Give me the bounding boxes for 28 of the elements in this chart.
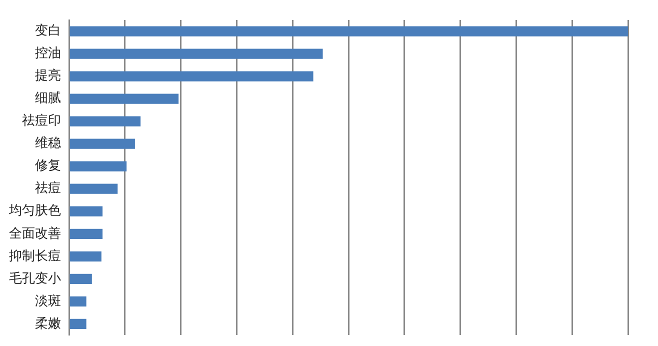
y-tick-label: 抑制长痘: [9, 248, 61, 264]
y-tick-label: 修复: [35, 158, 61, 174]
bar: [70, 184, 118, 194]
bar: [70, 48, 323, 59]
y-tick-label: 提亮: [35, 68, 61, 84]
bar: [70, 71, 314, 82]
bar: [70, 296, 86, 306]
bar: [70, 206, 103, 216]
bar: [70, 251, 102, 262]
y-tick-label: 祛痘: [35, 181, 61, 196]
bar: [70, 138, 135, 149]
bar: [70, 228, 103, 239]
y-tick-label: 变白: [35, 24, 61, 39]
bar: [70, 161, 127, 172]
bar: [70, 94, 179, 104]
y-tick-label: 均匀肤色: [8, 204, 61, 219]
y-tick-label: 全面改善: [9, 225, 61, 242]
y-tick-label: 控油: [35, 46, 61, 62]
y-tick-label: 柔嫩: [35, 316, 61, 332]
bar: [70, 116, 141, 126]
bar: [70, 274, 92, 284]
y-tick-label: 祛痘印: [22, 114, 61, 129]
y-tick-label: 细腻: [35, 91, 61, 106]
y-tick-label: 维稳: [35, 136, 61, 152]
bar: [70, 26, 628, 36]
y-tick-label: 毛孔变小: [9, 271, 61, 286]
bar: [70, 318, 86, 330]
y-tick-label: 淡斑: [35, 294, 61, 309]
